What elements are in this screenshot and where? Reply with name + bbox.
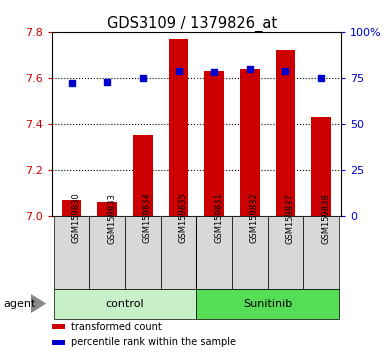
Point [104,79,110,84]
Text: GSM159832: GSM159832 [250,193,259,244]
Bar [311,117,331,216]
Text: GSM159834: GSM159834 [143,193,152,244]
Bar [52,339,65,346]
Bar [89,216,125,289]
Point [140,75,146,81]
Bar [303,216,339,289]
Text: transformed count: transformed count [71,321,161,332]
Point [211,69,217,75]
Text: Sunitinib: Sunitinib [243,298,292,309]
Bar [125,216,161,289]
Polygon shape [31,294,46,313]
Bar [169,39,188,216]
Text: control: control [106,298,144,309]
Text: percentile rank within the sample: percentile rank within the sample [71,337,236,348]
Bar [196,289,339,319]
Text: agent: agent [4,298,36,309]
Bar [204,71,224,216]
Bar [54,216,89,289]
Text: GDS3109 / 1379826_at: GDS3109 / 1379826_at [107,16,278,32]
Bar [196,216,232,289]
Text: GSM159831: GSM159831 [214,193,223,244]
Text: GSM159835: GSM159835 [179,193,187,244]
Bar [161,216,196,289]
Text: GSM159833: GSM159833 [107,193,116,244]
Bar [240,69,259,216]
Text: GSM159838: GSM159838 [321,193,330,244]
Text: GSM159830: GSM159830 [72,193,80,244]
Point [318,75,324,81]
Point [69,81,75,86]
Bar [232,216,268,289]
Bar [97,202,117,216]
Bar [276,50,295,216]
Bar [54,289,196,319]
Point [282,68,288,73]
Point [247,66,253,72]
Point [176,68,182,73]
Bar [62,200,81,216]
Bar [52,324,65,330]
Bar [133,136,153,216]
Bar [268,216,303,289]
Text: GSM159837: GSM159837 [285,193,295,244]
